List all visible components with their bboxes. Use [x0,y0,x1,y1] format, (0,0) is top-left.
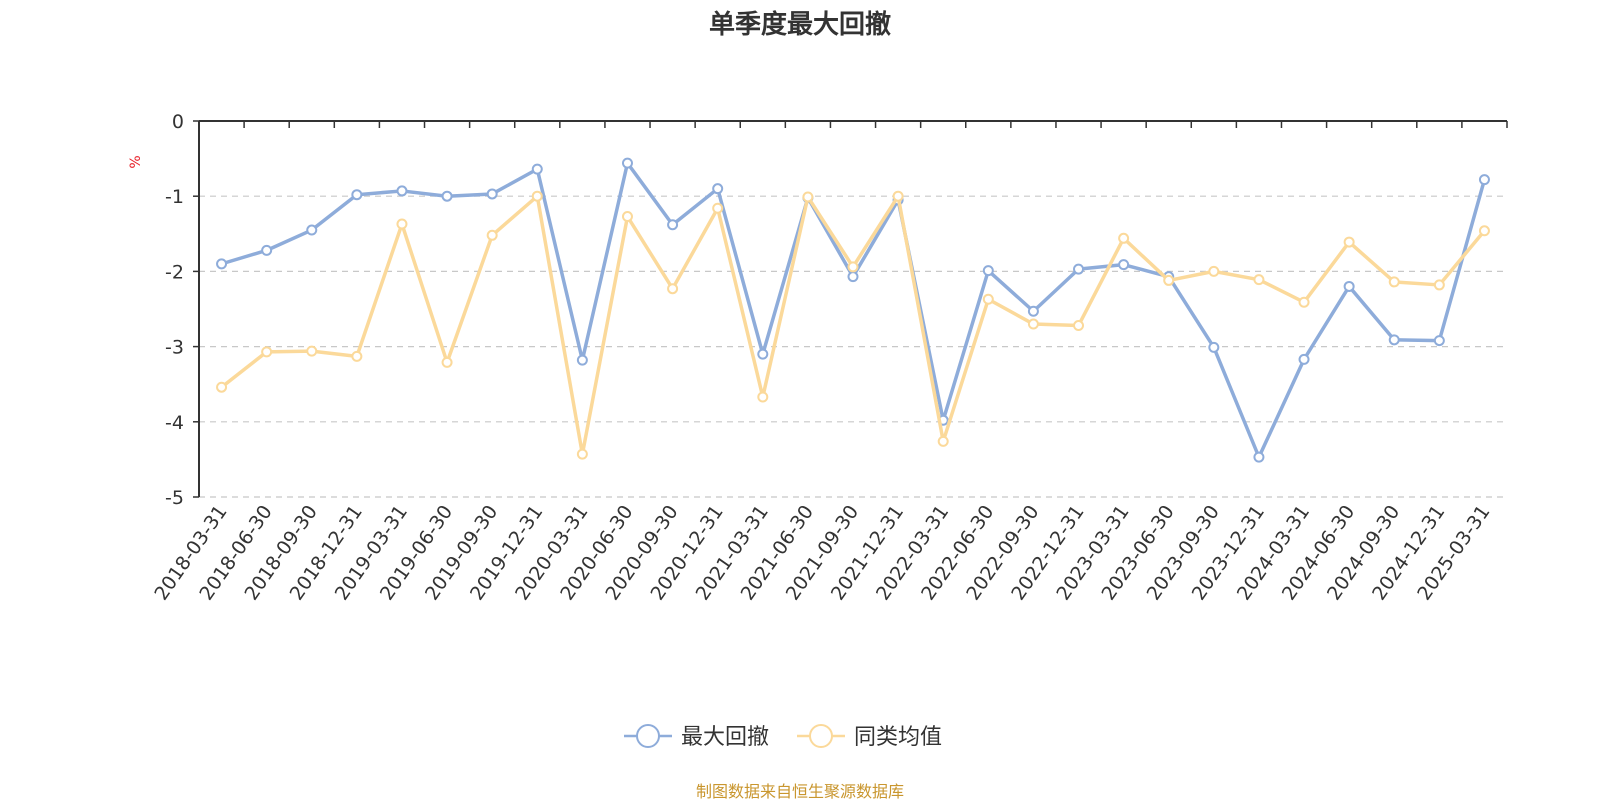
data-point[interactable] [1118,259,1130,271]
series-layer [216,157,1490,463]
y-tick-label: -1 [165,186,184,208]
legend-item-peer-average[interactable]: 同类均值 [797,724,942,750]
data-point[interactable] [1388,276,1400,288]
data-point[interactable] [306,345,318,357]
data-point[interactable] [486,188,498,200]
data-point[interactable] [847,261,859,273]
data-point[interactable] [486,229,498,241]
data-point[interactable] [712,183,724,195]
data-point[interactable] [1433,335,1445,347]
data-point[interactable] [1253,451,1265,463]
series-max-drawdown [216,157,1490,463]
data-point[interactable] [1388,334,1400,346]
y-tick-labels: 0 -1 -2 -3 -4 -5 [165,111,184,509]
data-point[interactable] [667,283,679,295]
data-point[interactable] [396,185,408,197]
data-point[interactable] [982,293,994,305]
data-point[interactable] [1027,318,1039,330]
legend-item-max-drawdown[interactable]: 最大回撤 [624,724,769,750]
data-point[interactable] [261,346,273,358]
data-point[interactable] [667,219,679,231]
y-tick-label: -2 [165,261,184,283]
data-point[interactable] [1118,232,1130,244]
data-point[interactable] [757,391,769,403]
data-point[interactable] [1298,296,1310,308]
data-point[interactable] [531,190,543,202]
data-point[interactable] [1208,265,1220,277]
data-point[interactable] [1163,274,1175,286]
data-point[interactable] [306,224,318,236]
legend-circle-icon [809,724,833,748]
series-line [220,194,1486,456]
data-point[interactable] [1343,236,1355,248]
legend-circle-icon [636,724,660,748]
y-tick-label: -3 [165,337,184,359]
data-point[interactable] [892,190,904,202]
data-point[interactable] [1298,353,1310,365]
data-point[interactable] [982,265,994,277]
data-point[interactable] [351,350,363,362]
data-point[interactable] [712,202,724,214]
legend-label: 最大回撤 [681,725,769,750]
data-point[interactable] [1073,320,1085,332]
data-point[interactable] [261,244,273,256]
y-unit-label: % [128,155,144,168]
series-peer-average [216,190,1490,460]
data-point[interactable] [1478,174,1490,186]
data-point[interactable] [757,348,769,360]
data-source-note: 制图数据来自恒生聚源数据库 [696,782,904,800]
data-point[interactable] [351,189,363,201]
data-point[interactable] [802,191,814,203]
data-point[interactable] [441,356,453,368]
data-point[interactable] [1073,263,1085,275]
data-point[interactable] [576,448,588,460]
data-point[interactable] [621,211,633,223]
data-point[interactable] [621,157,633,169]
data-point[interactable] [216,258,228,270]
data-point[interactable] [1208,341,1220,353]
y-tick-label: 0 [172,111,184,133]
data-point[interactable] [1343,280,1355,292]
data-point[interactable] [531,163,543,175]
data-point[interactable] [1433,279,1445,291]
data-point[interactable] [1253,274,1265,286]
data-point[interactable] [216,381,228,393]
data-point[interactable] [1478,225,1490,237]
axes [193,120,1508,498]
legend-label: 同类均值 [854,725,942,750]
data-point[interactable] [396,218,408,230]
data-point[interactable] [937,435,949,447]
legend[interactable]: 最大回撤 同类均值 [624,724,942,750]
data-point[interactable] [847,271,859,283]
data-point[interactable] [576,354,588,366]
series-line [221,161,1487,459]
y-tick-label: -4 [165,412,184,434]
x-tick-labels: 2018-03-312018-06-302018-09-302018-12-31… [150,501,1494,604]
data-point[interactable] [1027,305,1039,317]
chart-title: 单季度最大回撤 [709,9,891,40]
y-tick-label: -5 [165,487,184,509]
data-point[interactable] [441,190,453,202]
